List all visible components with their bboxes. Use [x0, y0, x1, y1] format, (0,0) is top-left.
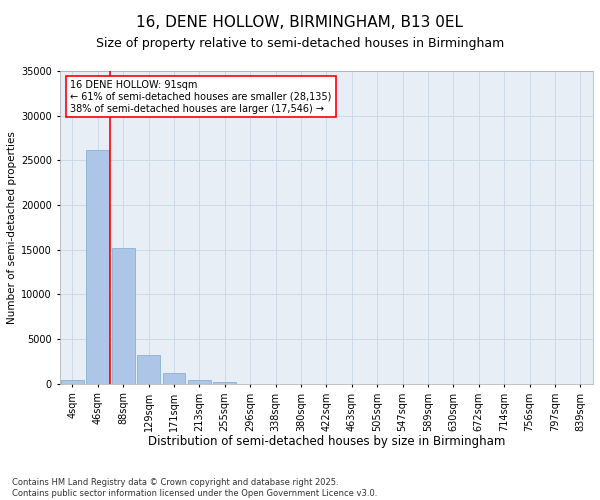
Bar	[86, 150, 109, 384]
Text: Size of property relative to semi-detached houses in Birmingham: Size of property relative to semi-detach…	[96, 38, 504, 51]
Text: 16 DENE HOLLOW: 91sqm
← 61% of semi-detached houses are smaller (28,135)
38% of : 16 DENE HOLLOW: 91sqm ← 61% of semi-deta…	[70, 80, 332, 114]
Bar	[163, 373, 185, 384]
Text: Contains HM Land Registry data © Crown copyright and database right 2025.
Contai: Contains HM Land Registry data © Crown c…	[12, 478, 377, 498]
X-axis label: Distribution of semi-detached houses by size in Birmingham: Distribution of semi-detached houses by …	[148, 435, 505, 448]
Text: 16, DENE HOLLOW, BIRMINGHAM, B13 0EL: 16, DENE HOLLOW, BIRMINGHAM, B13 0EL	[137, 15, 464, 30]
Bar	[112, 248, 134, 384]
Y-axis label: Number of semi-detached properties: Number of semi-detached properties	[7, 131, 17, 324]
Bar	[61, 380, 84, 384]
Bar	[214, 382, 236, 384]
Bar	[188, 380, 211, 384]
Bar	[137, 355, 160, 384]
